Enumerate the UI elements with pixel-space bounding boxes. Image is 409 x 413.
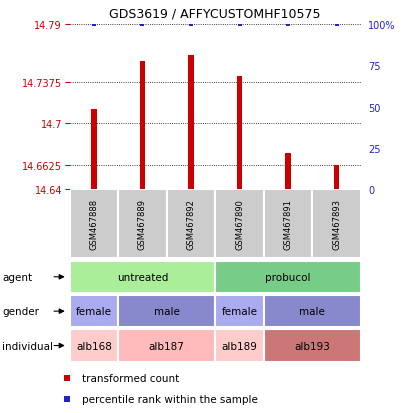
Text: agent: agent <box>2 272 32 282</box>
Text: male: male <box>153 306 179 316</box>
Bar <box>333 165 339 190</box>
Bar <box>70 190 118 258</box>
Text: alb168: alb168 <box>76 341 112 351</box>
Bar <box>118 190 166 258</box>
Text: alb193: alb193 <box>294 341 329 351</box>
Text: transformed count: transformed count <box>82 373 179 383</box>
Bar <box>70 261 215 293</box>
Bar <box>263 295 360 328</box>
Bar <box>215 295 263 328</box>
Text: percentile rank within the sample: percentile rank within the sample <box>82 394 258 404</box>
Text: GSM467888: GSM467888 <box>89 199 98 249</box>
Text: GSM467889: GSM467889 <box>138 199 146 249</box>
Title: GDS3619 / AFFYCUSTOMHF10575: GDS3619 / AFFYCUSTOMHF10575 <box>109 8 320 21</box>
Text: GSM467891: GSM467891 <box>283 199 292 249</box>
Text: alb187: alb187 <box>148 341 184 351</box>
Text: individual: individual <box>2 341 53 351</box>
Text: probucol: probucol <box>265 272 310 282</box>
Bar <box>263 330 360 362</box>
Bar <box>91 109 97 190</box>
Bar <box>263 190 312 258</box>
Bar <box>70 295 118 328</box>
Bar <box>215 190 263 258</box>
Text: alb189: alb189 <box>221 341 257 351</box>
Text: gender: gender <box>2 306 39 316</box>
Bar <box>118 295 215 328</box>
Text: untreated: untreated <box>117 272 168 282</box>
Bar <box>188 56 193 190</box>
Bar <box>284 154 290 190</box>
Bar <box>236 76 242 190</box>
Text: female: female <box>76 306 112 316</box>
Text: female: female <box>221 306 257 316</box>
Bar <box>215 330 263 362</box>
Bar <box>166 190 215 258</box>
Text: male: male <box>299 306 324 316</box>
Bar <box>70 330 118 362</box>
Text: GSM467892: GSM467892 <box>186 199 195 249</box>
Text: GSM467890: GSM467890 <box>234 199 243 249</box>
Text: GSM467893: GSM467893 <box>331 199 340 249</box>
Bar <box>312 190 360 258</box>
Bar <box>118 330 215 362</box>
Bar <box>215 261 360 293</box>
Bar <box>139 62 145 190</box>
